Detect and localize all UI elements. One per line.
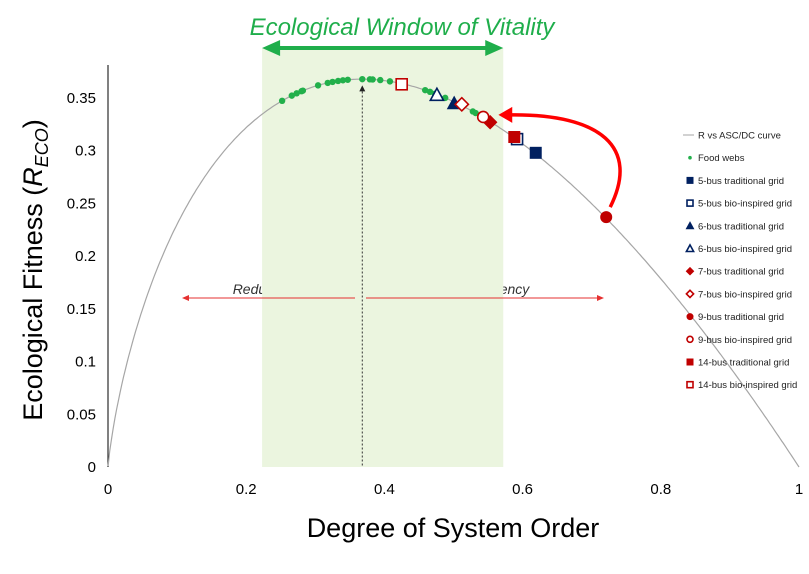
legend-item: 9-bus bio-inspired grid: [686, 335, 792, 346]
legend-label: 7-bus traditional grid: [698, 267, 784, 278]
x-axis-label: Degree of System Order: [307, 513, 600, 543]
food-web-point: [344, 76, 351, 83]
legend-item: 14-bus traditional grid: [686, 358, 789, 369]
legend-item: 5-bus bio-inspired grid: [686, 199, 792, 210]
legend-label: 9-bus bio-inspired grid: [698, 335, 792, 346]
food-web-point: [369, 76, 376, 83]
legend-marker-icon: [686, 358, 694, 366]
legend-item: 7-bus bio-inspired grid: [685, 289, 792, 300]
y-tick-label: 0.05: [67, 406, 96, 423]
legend-label: 6-bus traditional grid: [698, 221, 784, 232]
y-tick-label: 0.1: [75, 354, 96, 371]
legend-item: 14-bus bio-inspired grid: [686, 380, 797, 391]
legend-label: 5-bus bio-inspired grid: [698, 199, 792, 210]
food-web-point: [314, 82, 322, 89]
food-web-point: [386, 78, 394, 85]
y-tick-label: 0: [88, 459, 96, 476]
legend-marker-icon: [685, 266, 695, 276]
food-web-point: [377, 76, 384, 84]
legend-marker-icon: [686, 313, 694, 321]
legend-label: 14-bus bio-inspired grid: [698, 380, 797, 391]
redundancy-arrow-head: [182, 295, 189, 301]
legend-item: Food webs: [688, 153, 745, 164]
legend-label: 9-bus traditional grid: [698, 312, 784, 323]
legend-item: R vs ASC/DC curve: [683, 131, 781, 142]
title-arrow-right-head: [485, 40, 504, 56]
y-tick-label: 0.35: [67, 90, 96, 107]
legend-label: 6-bus bio-inspired grid: [698, 244, 792, 255]
legend-label: 7-bus bio-inspired grid: [698, 289, 792, 300]
data-point-5-bus-traditional-grid: [529, 146, 542, 159]
legend-item: 6-bus bio-inspired grid: [685, 243, 792, 255]
title-arrow-left-head: [262, 40, 281, 56]
food-web-point: [421, 86, 429, 94]
chart-title: Ecological Window of Vitality: [250, 14, 557, 41]
legend-label: R vs ASC/DC curve: [698, 131, 781, 142]
legend-label: 5-bus traditional grid: [698, 176, 784, 187]
legend-item: 7-bus traditional grid: [685, 266, 784, 278]
improvement-arrow-head: [498, 106, 513, 123]
food-web-point: [334, 77, 342, 85]
legend-marker-icon: [686, 176, 694, 184]
legend-marker-icon: [686, 335, 694, 344]
food-web-point: [288, 92, 296, 99]
food-web-point: [329, 78, 336, 86]
data-point-7-bus-bio-inspired-grid: [454, 96, 470, 113]
legend-label: 14-bus traditional grid: [698, 358, 789, 369]
window-of-vitality: [262, 48, 504, 467]
x-tick-label: 0.4: [374, 481, 395, 498]
y-tick-label: 0.25: [67, 195, 96, 212]
legend-item: 5-bus traditional grid: [686, 176, 784, 187]
data-point-14-bus-bio-inspired-grid: [395, 77, 408, 91]
y-tick-label: 0.15: [67, 301, 96, 318]
legend-item: 6-bus traditional grid: [685, 221, 784, 232]
legend-dot-icon: [688, 155, 692, 160]
food-web-point: [472, 109, 479, 117]
legend-item: 9-bus traditional grid: [686, 312, 784, 323]
y-axis-label: Ecological Fitness (RECO): [18, 119, 52, 421]
legend-marker-icon: [686, 199, 694, 207]
food-web-point: [299, 87, 307, 94]
legend-label: Food webs: [698, 153, 745, 164]
data-point-14-bus-traditional-grid: [508, 131, 521, 144]
legend-marker-icon: [685, 221, 695, 230]
legend: R vs ASC/DC curve Food webs 5-bus traditio…: [683, 131, 797, 391]
food-web-point: [339, 77, 347, 84]
x-tick-label: 0.2: [236, 481, 257, 498]
improvement-arrow: [510, 113, 622, 208]
data-point-9-bus-bio-inspired-grid: [476, 110, 490, 124]
data-point-6-bus-bio-inspired-grid: [428, 86, 445, 102]
data-point-9-bus-traditional-grid: [600, 211, 613, 224]
y-tick-label: 0.2: [75, 248, 96, 265]
x-tick-label: 0: [104, 481, 112, 498]
x-tick-label: 1: [795, 481, 803, 498]
legend-marker-icon: [685, 289, 695, 299]
x-tick-label: 0.6: [512, 481, 533, 498]
food-web-point: [324, 79, 331, 87]
food-web-point: [293, 90, 300, 97]
y-tick-label: 0.3: [75, 143, 96, 160]
legend-marker-icon: [685, 243, 695, 253]
legend-marker-icon: [686, 380, 694, 389]
food-web-point: [359, 75, 366, 83]
x-tick-label: 0.8: [650, 481, 671, 498]
food-web-point: [426, 88, 434, 96]
optimum-marker: [359, 85, 366, 92]
food-web-point: [278, 97, 286, 105]
constraints-arrow-head: [597, 295, 604, 301]
